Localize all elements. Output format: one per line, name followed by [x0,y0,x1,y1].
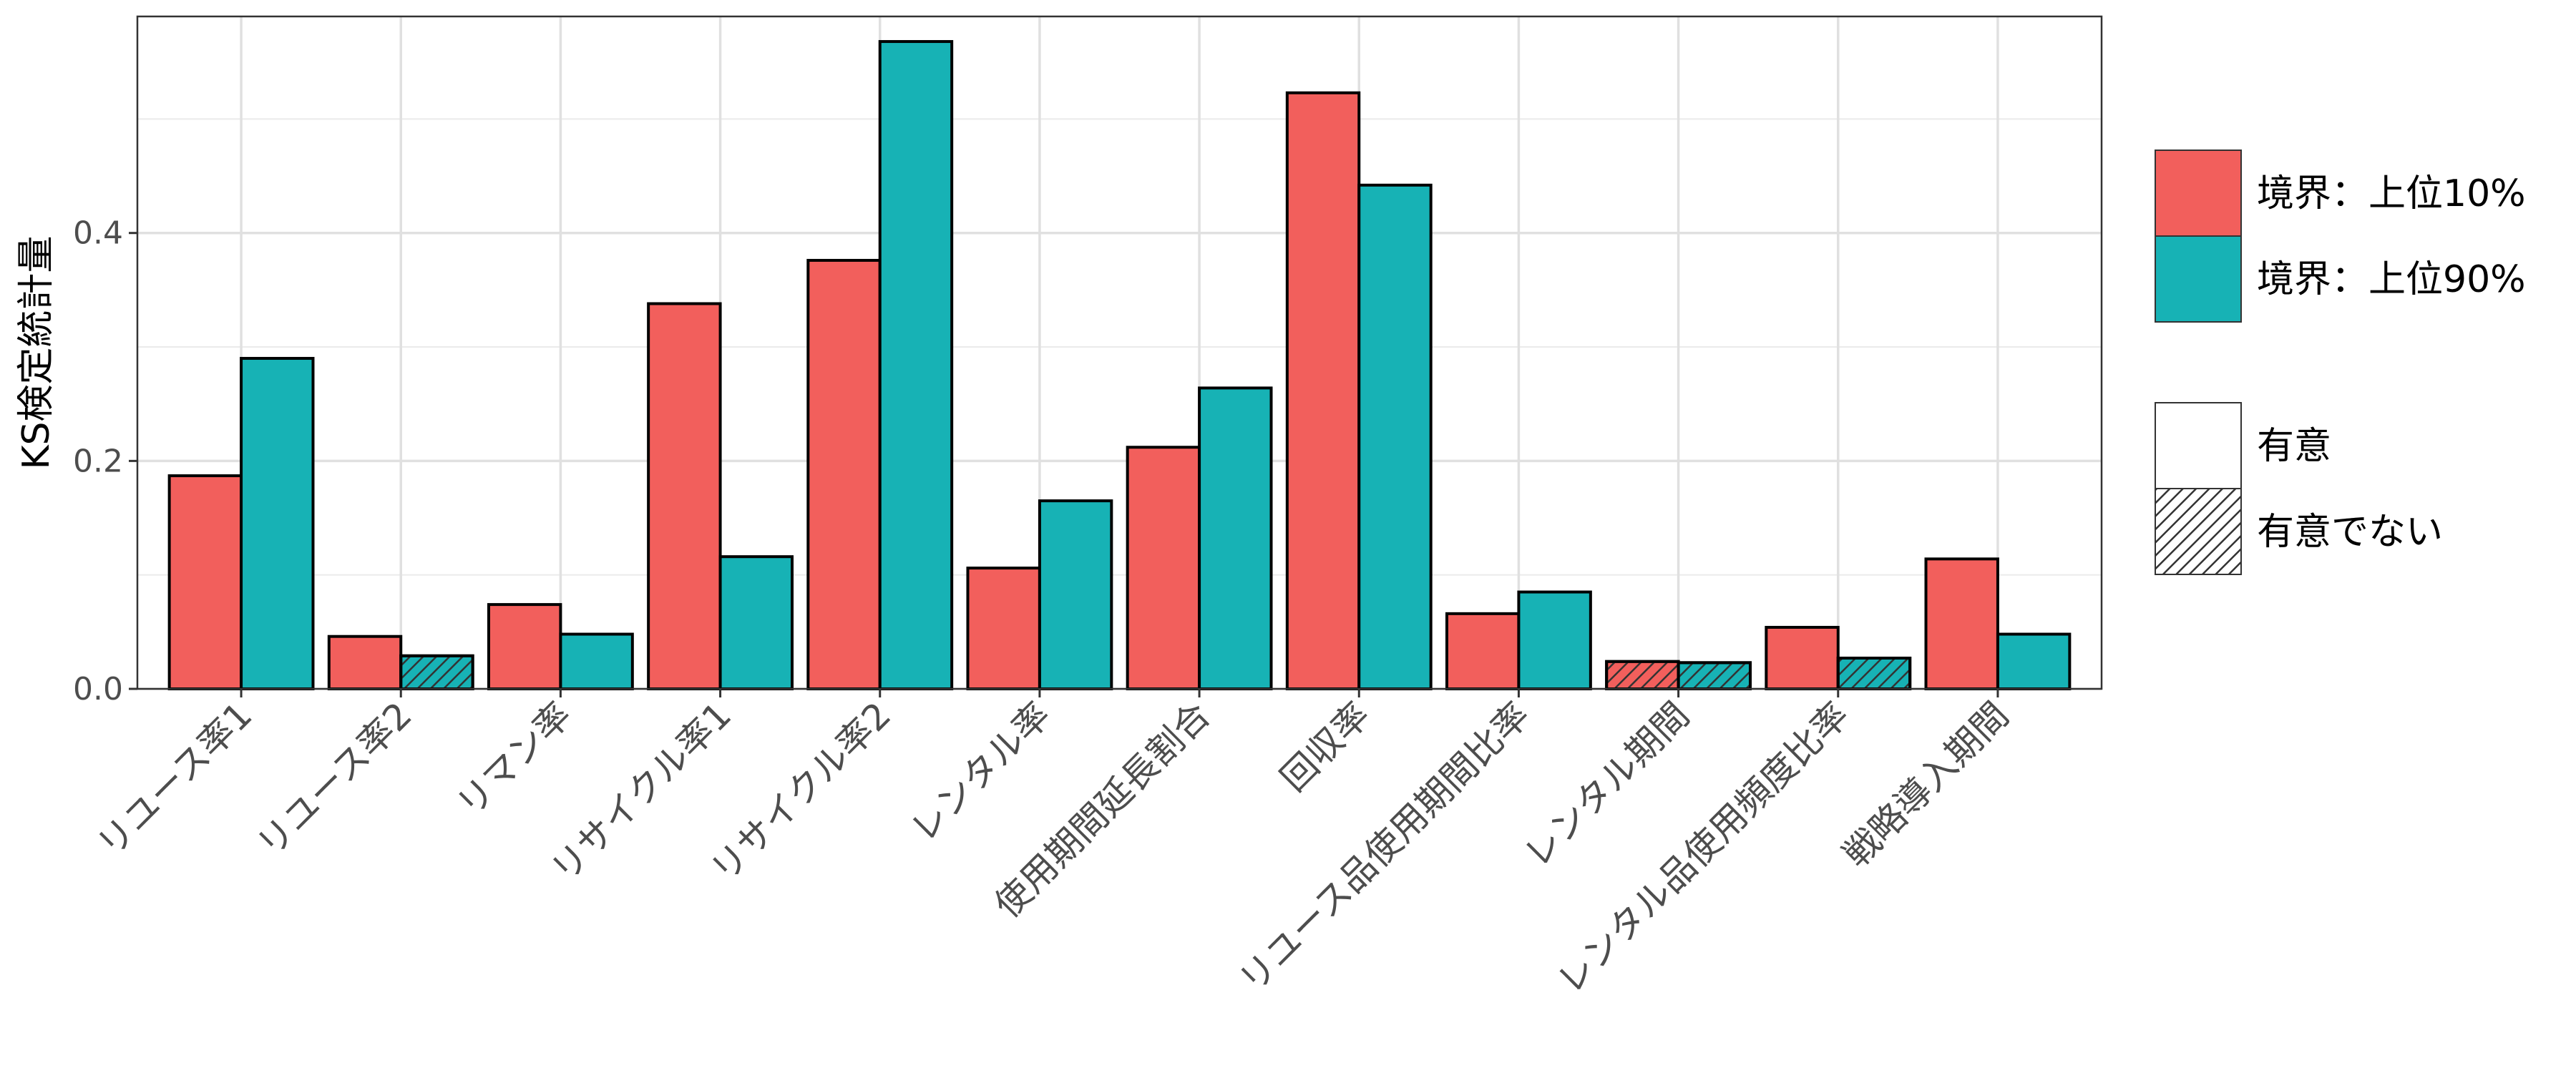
x-tick-label: リユース率2 [249,694,420,865]
bar-hatch [1677,661,1752,691]
bar [167,474,243,690]
bar [718,555,794,691]
legend-label-pattern: 有意 [2257,425,2331,468]
legend-key-hatch [2155,488,2242,575]
x-tick-label: リユース率1 [89,694,260,865]
bar-hatch [1836,656,1912,690]
x-tick-label: リマン率 [449,694,579,824]
x-tick-label: レンタル率 [903,694,1059,850]
bar [1517,590,1592,691]
y-tick-label: 0.2 [73,443,123,479]
bar [1198,386,1273,690]
bar-hatch [399,654,474,691]
x-tick-label: 戦略導入期間 [1835,694,2016,875]
legend-label-pattern: 有意でない [2257,511,2443,554]
legend-key-pattern [2155,402,2242,489]
panel-background [137,16,2102,689]
bar [1765,625,1840,691]
x-tick-label: レンタル品使用頻度比率 [1549,694,1857,1001]
x-tick-label: レンタル期間 [1516,694,1697,875]
bar [806,258,882,690]
bar [1924,557,1999,690]
y-axis-title: KS検定統計量 [15,235,58,469]
legend-key-color [2155,150,2242,237]
bar [240,356,315,690]
bar [647,302,722,690]
bar [1996,632,2072,691]
legend-key-color [2155,235,2242,323]
bar [559,632,634,691]
bar [878,40,954,691]
bar [327,635,403,690]
bar [487,603,562,690]
y-tick-label: 0.4 [73,215,123,252]
bar [1445,612,1521,691]
bar-hatch [1605,660,1680,690]
bar [1285,91,1361,690]
legend-label-color: 境界：上位90% [2257,258,2526,301]
bar [966,567,1041,691]
legend-label-color: 境界：上位10% [2257,172,2526,215]
bar [1357,183,1433,690]
bar [1126,446,1201,691]
y-tick-label: 0.0 [73,671,123,707]
x-tick-label: 回収率 [1273,694,1378,799]
x-tick-label: リユース品使用期間比率 [1231,694,1538,1000]
bar [1038,499,1113,690]
panel-border [136,15,2103,690]
